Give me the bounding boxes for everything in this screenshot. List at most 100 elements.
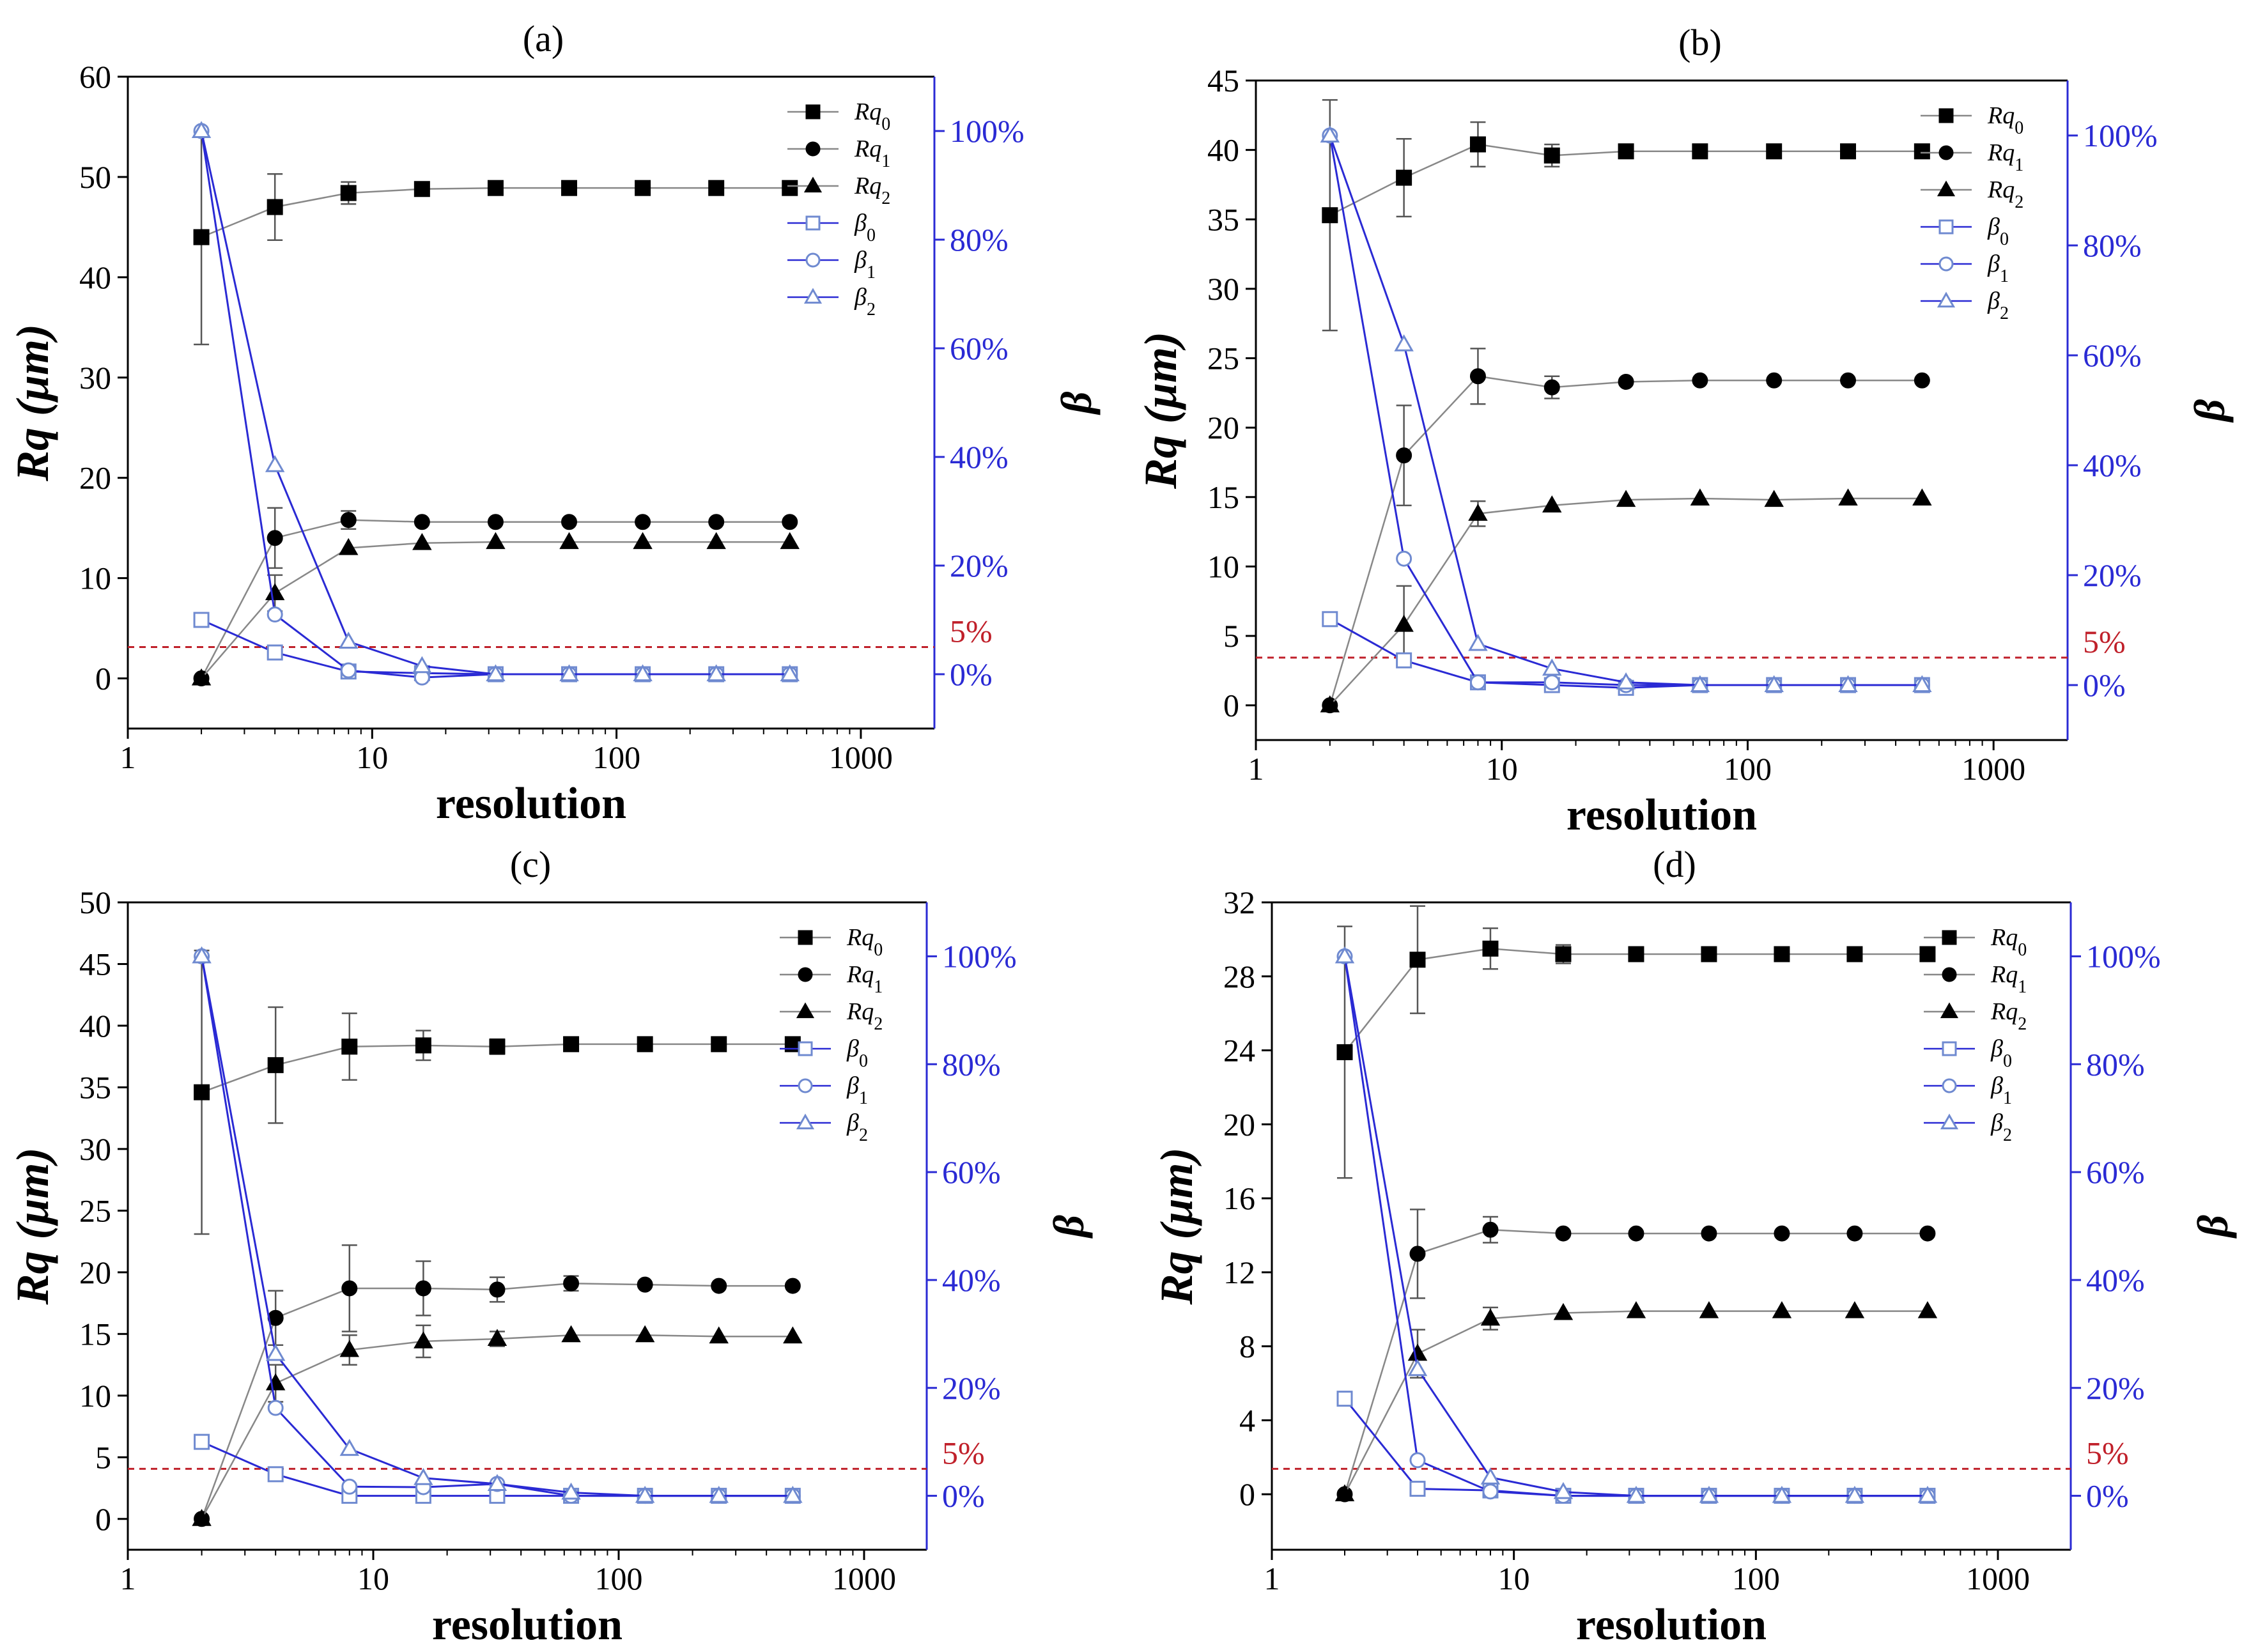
data-point bbox=[1468, 633, 1488, 651]
data-point bbox=[1396, 550, 1412, 567]
y-tick-label: 20 bbox=[1207, 410, 1239, 445]
legend-marker bbox=[798, 967, 813, 982]
y-tick-label: 10 bbox=[79, 1378, 111, 1414]
y2-tick-label: 60% bbox=[942, 1154, 1001, 1190]
series-line bbox=[201, 956, 793, 1497]
data-point bbox=[1396, 447, 1412, 464]
series-line bbox=[1343, 1229, 1928, 1495]
legend-marker bbox=[1942, 930, 1957, 945]
data-point bbox=[1626, 1301, 1646, 1318]
legend-label: β1 bbox=[854, 247, 876, 282]
data-point bbox=[1692, 143, 1708, 160]
data-point bbox=[194, 1433, 210, 1450]
data-point bbox=[1482, 940, 1499, 957]
data-point bbox=[1543, 379, 1560, 396]
y-tick-label: 40 bbox=[1207, 132, 1239, 168]
data-point bbox=[1774, 946, 1790, 962]
series-β2 bbox=[1334, 946, 1938, 1503]
data-point bbox=[782, 180, 798, 196]
series-line bbox=[201, 541, 790, 679]
legend-label: β1 bbox=[1987, 251, 2009, 286]
x-tick-label: 1000 bbox=[1966, 1561, 2030, 1596]
y2-tick-label: 0% bbox=[2086, 1478, 2129, 1514]
y2-axis-label: β bbox=[2188, 1215, 2237, 1239]
y-tick-label: 20 bbox=[1223, 1106, 1255, 1142]
data-point bbox=[1626, 1485, 1646, 1503]
y-tick-label: 40 bbox=[79, 1008, 111, 1044]
data-point bbox=[1616, 672, 1636, 690]
y-tick-label: 45 bbox=[1207, 63, 1239, 98]
y-tick-label: 30 bbox=[79, 1131, 111, 1167]
y-tick-label: 0 bbox=[95, 661, 111, 697]
y2-tick-label: 60% bbox=[950, 330, 1009, 366]
legend-marker bbox=[805, 252, 821, 268]
series-rq0 bbox=[1336, 905, 1936, 1179]
data-point bbox=[633, 532, 653, 550]
data-point bbox=[709, 1326, 729, 1344]
y2-axis-label: β bbox=[2185, 399, 2234, 423]
legend-label: Rq2 bbox=[1990, 998, 2027, 1034]
data-point bbox=[414, 1331, 433, 1348]
data-point bbox=[561, 1325, 581, 1343]
data-point bbox=[1553, 1482, 1574, 1499]
legend-marker bbox=[1937, 291, 1956, 308]
x-tick-label: 1 bbox=[1264, 1561, 1280, 1596]
data-point bbox=[1482, 1483, 1499, 1500]
y-tick-label: 40 bbox=[79, 259, 111, 295]
legend-item: Rq1 bbox=[780, 961, 883, 997]
y2-tick-label: 40% bbox=[950, 439, 1009, 475]
legend-item: Rq0 bbox=[1924, 924, 2027, 960]
legend-marker bbox=[1938, 145, 1954, 160]
y2-axis-label: β bbox=[1052, 391, 1101, 415]
legend-label: Rq0 bbox=[1987, 102, 2023, 138]
data-point bbox=[265, 455, 285, 472]
data-point bbox=[561, 1482, 581, 1500]
data-point bbox=[267, 199, 283, 215]
data-point bbox=[1917, 1301, 1938, 1318]
legend-item: Rq2 bbox=[780, 998, 883, 1034]
legend-marker bbox=[796, 1113, 815, 1130]
x-tick-label: 10 bbox=[1486, 751, 1518, 787]
x-tick-label: 100 bbox=[1724, 751, 1772, 787]
data-point bbox=[780, 664, 800, 681]
legend-item: β0 bbox=[780, 1035, 868, 1071]
data-point bbox=[415, 1037, 431, 1054]
data-point bbox=[1334, 1484, 1355, 1502]
chart-title: (a) bbox=[523, 18, 564, 59]
data-point bbox=[267, 1466, 284, 1483]
legend-marker bbox=[803, 288, 823, 304]
legend-label: Rq2 bbox=[854, 173, 890, 208]
legend-marker bbox=[1938, 108, 1954, 123]
data-point bbox=[561, 514, 578, 530]
data-point bbox=[1555, 1225, 1572, 1242]
data-point bbox=[1845, 1485, 1865, 1503]
x-tick-label: 100 bbox=[1732, 1561, 1780, 1596]
data-point bbox=[708, 180, 725, 196]
data-point bbox=[1336, 1044, 1353, 1060]
data-point bbox=[1838, 488, 1858, 506]
data-point bbox=[1919, 1225, 1936, 1242]
data-point bbox=[563, 1036, 580, 1053]
legend-marker bbox=[1942, 1078, 1957, 1093]
y2-tick-label: 40% bbox=[2086, 1262, 2145, 1298]
series-rq0 bbox=[194, 950, 801, 1235]
x-tick-label: 100 bbox=[594, 1561, 642, 1596]
series-line bbox=[200, 130, 790, 675]
data-point bbox=[709, 1485, 729, 1503]
data-point bbox=[412, 656, 432, 674]
legend-label: β2 bbox=[854, 284, 876, 320]
data-point bbox=[487, 1474, 507, 1491]
data-point bbox=[193, 612, 210, 628]
legend-item: β1 bbox=[1924, 1072, 2012, 1108]
threshold-label: 5% bbox=[950, 614, 993, 649]
legend-item: Rq2 bbox=[1921, 176, 2023, 212]
data-point bbox=[265, 1343, 286, 1361]
data-point bbox=[489, 1038, 506, 1055]
legend-marker bbox=[805, 215, 821, 231]
data-point bbox=[1774, 1225, 1790, 1242]
data-point bbox=[563, 1275, 580, 1292]
series-rq0 bbox=[193, 128, 798, 346]
